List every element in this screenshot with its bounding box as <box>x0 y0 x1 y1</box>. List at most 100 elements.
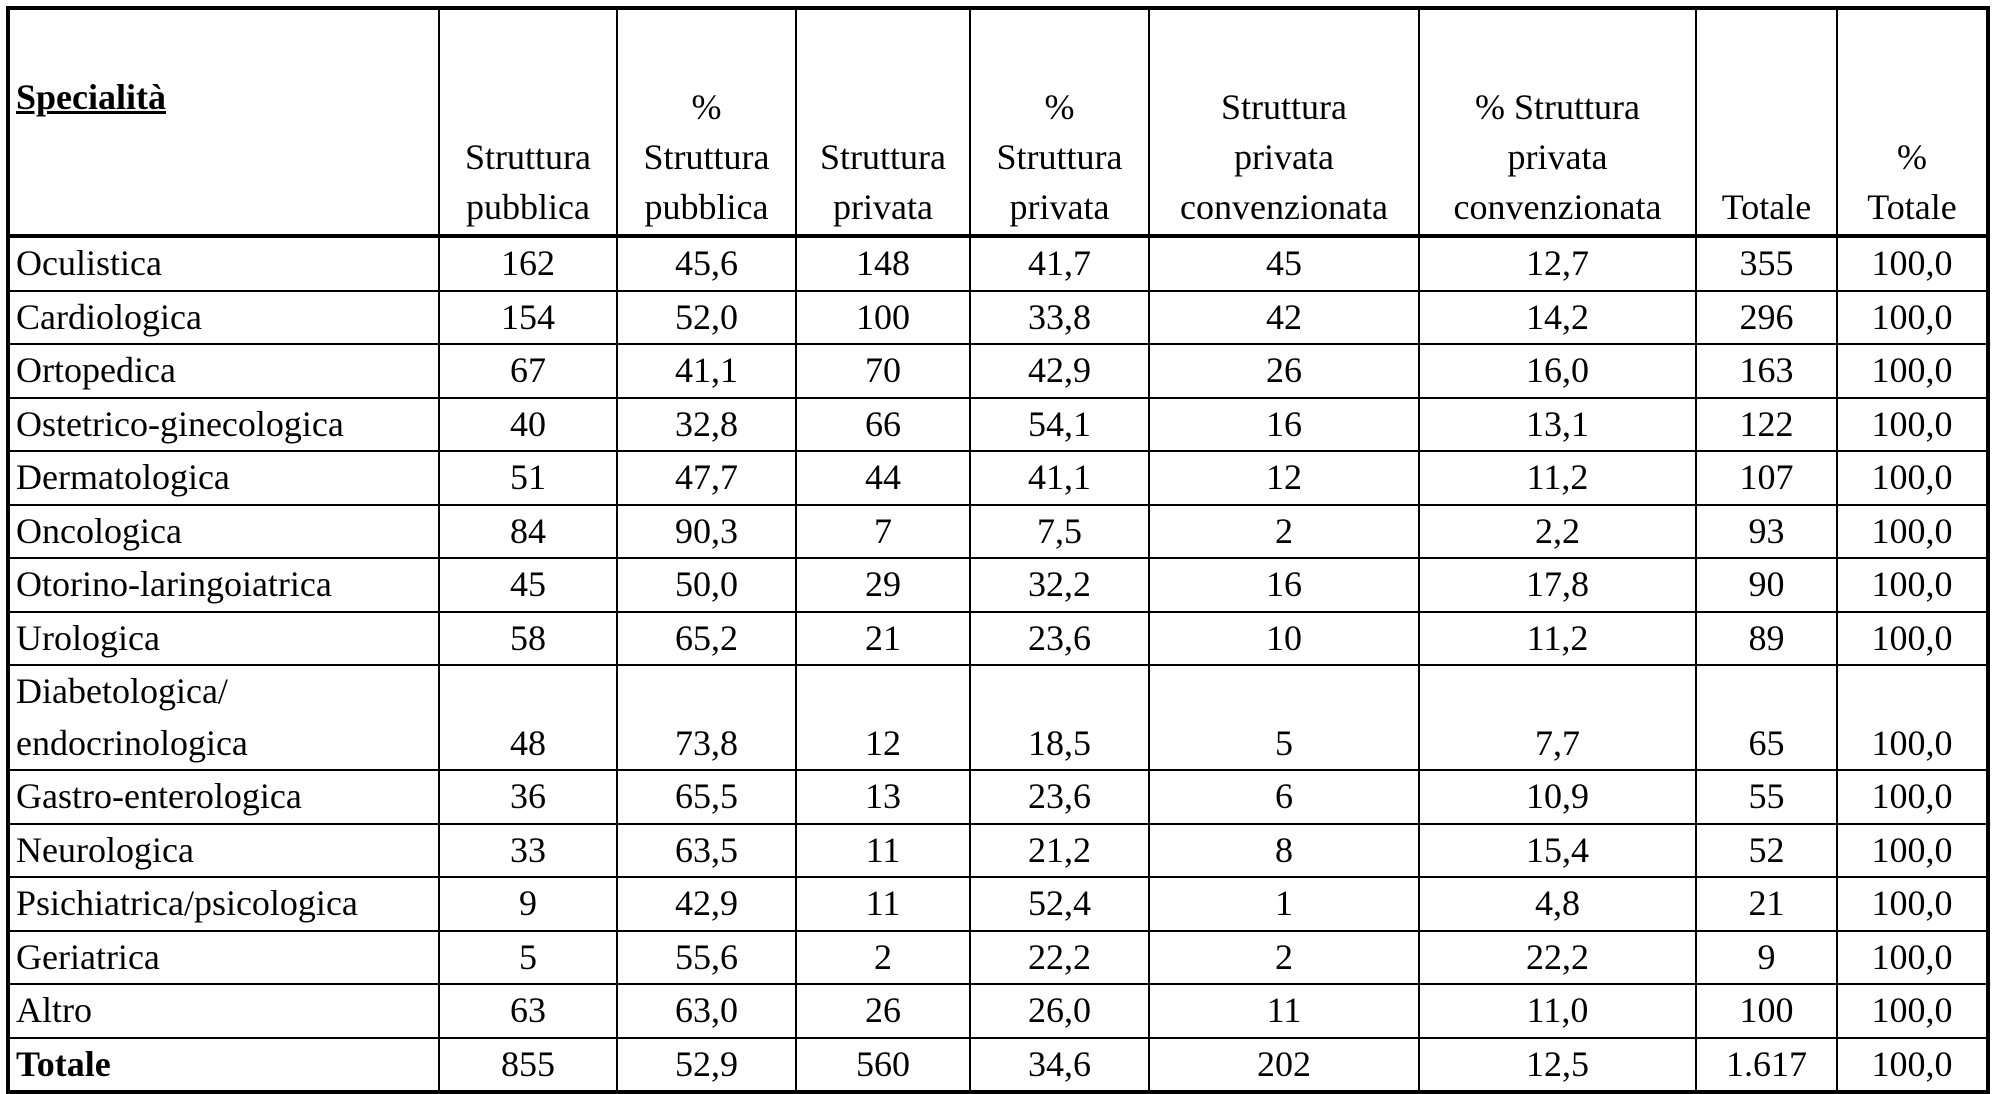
table-cell: 12,7 <box>1418 235 1697 292</box>
table-cell: 100,0 <box>1836 1036 1989 1093</box>
table-cell: 11 <box>795 822 971 878</box>
table-cell: 93 <box>1695 503 1838 559</box>
table-cell: 100,0 <box>1836 557 1989 613</box>
table-row: Diabetologica/ endocrinologica 48 73,8 12 18… <box>7 664 1989 771</box>
table-cell: 51 <box>438 450 618 506</box>
table-cell: 63,5 <box>616 822 797 878</box>
table-cell: 100,0 <box>1836 929 1989 985</box>
table-cell: 100,0 <box>1836 396 1989 452</box>
table-cell: 100,0 <box>1836 503 1989 559</box>
page: Specialità Struttura pubblica% Struttura … <box>6 6 1990 1094</box>
table-cell: 100,0 <box>1836 822 1989 878</box>
row-label: Oncologica <box>7 503 440 559</box>
table-row: Neurologica 33 63,5 11 21,2 8 15,4 52 100,0 <box>7 822 1989 878</box>
table-row: Cardiologica 154 52,0 100 33,8 42 14,2 296 100,0 <box>7 289 1989 345</box>
table-cell: 2 <box>795 929 971 985</box>
table-row: Ortopedica 67 41,1 70 42,9 26 16,0 163 100,0 <box>7 343 1989 399</box>
table-cell: 100,0 <box>1836 289 1989 345</box>
table-cell: 84 <box>438 503 618 559</box>
table-cell: 42 <box>1148 289 1420 345</box>
table-cell: 36 <box>438 769 618 825</box>
table-cell: 100,0 <box>1836 235 1989 292</box>
table-cell: 26 <box>1148 343 1420 399</box>
table-cell: 40 <box>438 396 618 452</box>
table-cell: 52 <box>1695 822 1838 878</box>
table-row: Gastro-enterologica 36 65,5 13 23,6 6 10,9 55 10… <box>7 769 1989 825</box>
table-cell: 18,5 <box>969 664 1150 771</box>
table-cell: 560 <box>795 1036 971 1093</box>
table-cell: 100,0 <box>1836 664 1989 771</box>
table-cell: 58 <box>438 610 618 666</box>
table-cell: 45,6 <box>616 235 797 292</box>
table-cell: 63 <box>438 983 618 1039</box>
table-cell: 32,8 <box>616 396 797 452</box>
table-row: Geriatrica 5 55,6 2 22,2 2 22,2 9 100,0 <box>7 929 1989 985</box>
row-label: Cardiologica <box>7 289 440 345</box>
column-header: Struttura privata <box>795 7 971 237</box>
table-cell: 13 <box>795 769 971 825</box>
table-cell: 22,2 <box>1418 929 1697 985</box>
table-cell: 7,7 <box>1418 664 1697 771</box>
data-table: Specialità Struttura pubblica% Struttura … <box>6 6 1990 1094</box>
table-cell: 10,9 <box>1418 769 1697 825</box>
table-cell: 355 <box>1695 235 1838 292</box>
table-cell: 34,6 <box>969 1036 1150 1093</box>
table-cell: 90,3 <box>616 503 797 559</box>
table-cell: 5 <box>438 929 618 985</box>
row-label: Dermatologica <box>7 450 440 506</box>
table-cell: 13,1 <box>1418 396 1697 452</box>
column-header: % Struttura privata <box>969 7 1150 237</box>
table-cell: 89 <box>1695 610 1838 666</box>
table-cell: 1.617 <box>1695 1036 1838 1093</box>
table-cell: 8 <box>1148 822 1420 878</box>
table-cell: 52,9 <box>616 1036 797 1093</box>
table-cell: 21 <box>1695 876 1838 932</box>
table-cell: 2,2 <box>1418 503 1697 559</box>
table-cell: 100,0 <box>1836 343 1989 399</box>
table-cell: 47,7 <box>616 450 797 506</box>
table-cell: 50,0 <box>616 557 797 613</box>
total-row: Totale 855 52,9 560 34,6 202 12,5 1.617 100,0 <box>7 1036 1989 1093</box>
table-row: Otorino-laringoiatrica 45 50,0 29 32,2 16 17,8… <box>7 557 1989 613</box>
table-cell: 12,5 <box>1418 1036 1697 1093</box>
row-label: Diabetologica/ endocrinologica <box>7 664 440 771</box>
table-cell: 41,1 <box>616 343 797 399</box>
column-header: % Struttura pubblica <box>616 7 797 237</box>
column-header: Struttura privata convenzionata <box>1148 7 1420 237</box>
header-row: Specialità Struttura pubblica% Struttura … <box>7 7 1989 237</box>
table-cell: 162 <box>438 235 618 292</box>
table-cell: 9 <box>438 876 618 932</box>
table-cell: 11 <box>1148 983 1420 1039</box>
table-cell: 66 <box>795 396 971 452</box>
table-row: Altro 63 63,0 26 26,0 11 11,0 100 100,0 <box>7 983 1989 1039</box>
table-cell: 52,4 <box>969 876 1150 932</box>
table-cell: 12 <box>1148 450 1420 506</box>
row-label: Altro <box>7 983 440 1039</box>
table-cell: 45 <box>1148 235 1420 292</box>
table-cell: 100,0 <box>1836 983 1989 1039</box>
table-cell: 33 <box>438 822 618 878</box>
table-cell: 21 <box>795 610 971 666</box>
row-label: Ostetrico-ginecologica <box>7 396 440 452</box>
row-label: Otorino-laringoiatrica <box>7 557 440 613</box>
table-cell: 21,2 <box>969 822 1150 878</box>
table-cell: 90 <box>1695 557 1838 613</box>
row-label: Gastro-enterologica <box>7 769 440 825</box>
table-cell: 22,2 <box>969 929 1150 985</box>
table-cell: 54,1 <box>969 396 1150 452</box>
table-cell: 11,2 <box>1418 610 1697 666</box>
table-cell: 45 <box>438 557 618 613</box>
table-cell: 65,2 <box>616 610 797 666</box>
table-row: Urologica 58 65,2 21 23,6 10 11,2 89 100,0 <box>7 610 1989 666</box>
table-cell: 16 <box>1148 396 1420 452</box>
table-cell: 122 <box>1695 396 1838 452</box>
table-cell: 100,0 <box>1836 610 1989 666</box>
column-header: Specialità <box>7 7 440 237</box>
table-cell: 100 <box>1695 983 1838 1039</box>
table-cell: 5 <box>1148 664 1420 771</box>
table-cell: 48 <box>438 664 618 771</box>
table-cell: 41,1 <box>969 450 1150 506</box>
table-cell: 52,0 <box>616 289 797 345</box>
table-cell: 55 <box>1695 769 1838 825</box>
table-cell: 55,6 <box>616 929 797 985</box>
